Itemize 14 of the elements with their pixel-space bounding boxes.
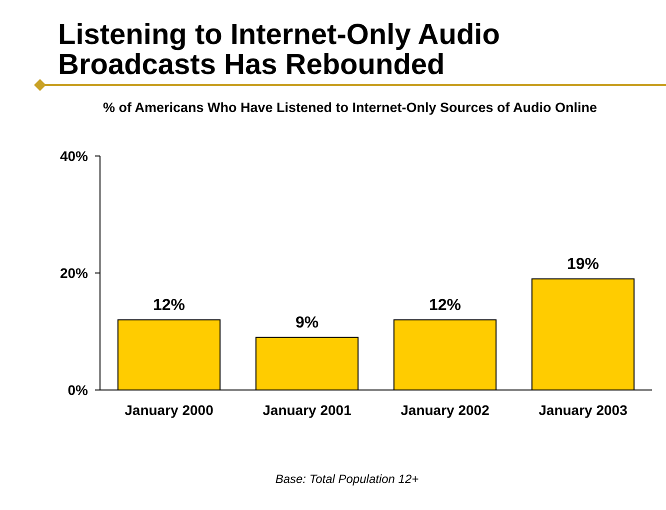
y-tick-label: 40% <box>60 148 89 164</box>
x-tick-label: January 2000 <box>124 402 214 418</box>
chart-subtitle: % of Americans Who Have Listened to Internet-Only Sources of Audio Online <box>102 100 598 115</box>
y-tick-label: 0% <box>68 382 89 398</box>
text: Base: Total Population 12+ <box>275 472 419 486</box>
x-tick-label: January 2001 <box>262 402 352 418</box>
x-tick-label: January 2002 <box>400 402 490 418</box>
y-tick-label: 20% <box>60 264 89 281</box>
chart-title: Listening to Internet-Only Audio Broadcasts Has Rebounded <box>58 19 500 81</box>
data-label: 12% <box>428 296 462 314</box>
data-label: 19% <box>566 256 600 273</box>
data-label: 12% <box>152 296 186 314</box>
data-label: 9% <box>295 314 319 332</box>
x-tick-label: January 2003 <box>538 402 628 418</box>
